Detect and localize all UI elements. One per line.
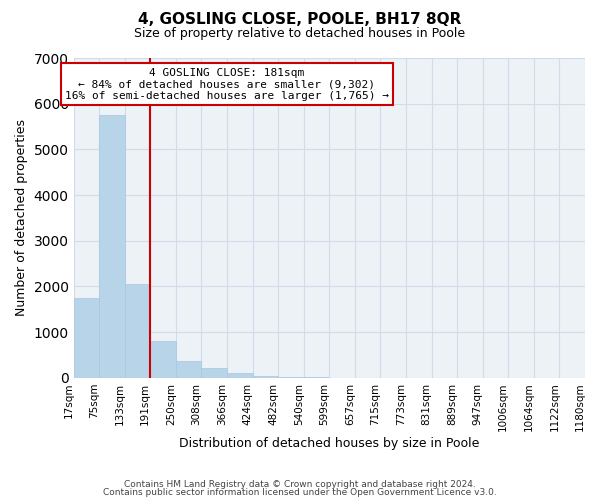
Bar (125, 284, 150, 378)
Bar (150, 342, 176, 378)
Text: 4, GOSLING CLOSE, POOLE, BH17 8QR: 4, GOSLING CLOSE, POOLE, BH17 8QR (139, 12, 461, 28)
X-axis label: Distribution of detached houses by size in Poole: Distribution of detached houses by size … (179, 437, 479, 450)
Bar (253, 376, 278, 378)
Y-axis label: Number of detached properties: Number of detached properties (15, 120, 28, 316)
Bar (227, 374, 253, 378)
Text: Contains HM Land Registry data © Crown copyright and database right 2024.: Contains HM Land Registry data © Crown c… (124, 480, 476, 489)
Bar (99, 115, 125, 378)
Bar (278, 376, 304, 378)
Text: Contains public sector information licensed under the Open Government Licence v3: Contains public sector information licen… (103, 488, 497, 497)
Text: Size of property relative to detached houses in Poole: Size of property relative to detached ho… (134, 28, 466, 40)
Bar (74, 298, 99, 378)
Bar (176, 361, 202, 378)
Text: 4 GOSLING CLOSE: 181sqm
← 84% of detached houses are smaller (9,302)
16% of semi: 4 GOSLING CLOSE: 181sqm ← 84% of detache… (65, 68, 389, 101)
Bar (202, 368, 227, 378)
